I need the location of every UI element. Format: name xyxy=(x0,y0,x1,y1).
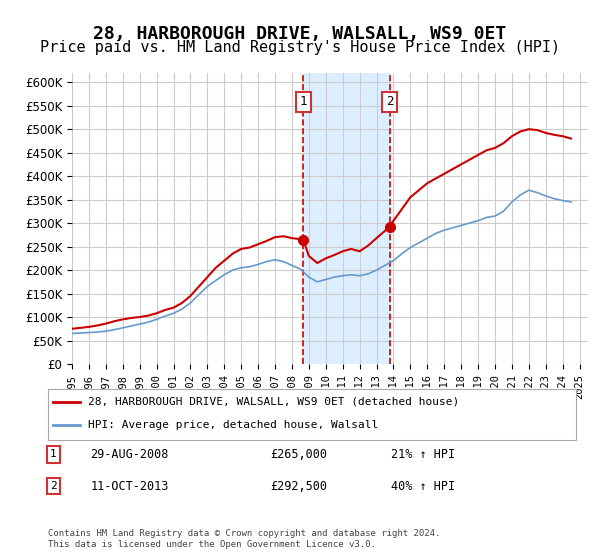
Text: HPI: Average price, detached house, Walsall: HPI: Average price, detached house, Wals… xyxy=(88,421,378,431)
Text: Contains HM Land Registry data © Crown copyright and database right 2024.
This d: Contains HM Land Registry data © Crown c… xyxy=(48,529,440,549)
Text: 28, HARBOROUGH DRIVE, WALSALL, WS9 0ET (detached house): 28, HARBOROUGH DRIVE, WALSALL, WS9 0ET (… xyxy=(88,397,459,407)
Text: 11-OCT-2013: 11-OCT-2013 xyxy=(90,479,169,493)
Text: 2: 2 xyxy=(50,481,56,491)
Text: 29-AUG-2008: 29-AUG-2008 xyxy=(90,448,169,461)
Text: 40% ↑ HPI: 40% ↑ HPI xyxy=(391,479,455,493)
Text: 1: 1 xyxy=(50,450,56,460)
Text: 2: 2 xyxy=(386,95,394,109)
Text: 21% ↑ HPI: 21% ↑ HPI xyxy=(391,448,455,461)
Text: £292,500: £292,500 xyxy=(270,479,327,493)
Text: Price paid vs. HM Land Registry's House Price Index (HPI): Price paid vs. HM Land Registry's House … xyxy=(40,40,560,55)
Bar xyxy=(303,73,390,364)
Text: 1: 1 xyxy=(299,95,307,109)
Text: £265,000: £265,000 xyxy=(270,448,327,461)
Text: 28, HARBOROUGH DRIVE, WALSALL, WS9 0ET: 28, HARBOROUGH DRIVE, WALSALL, WS9 0ET xyxy=(94,25,506,43)
